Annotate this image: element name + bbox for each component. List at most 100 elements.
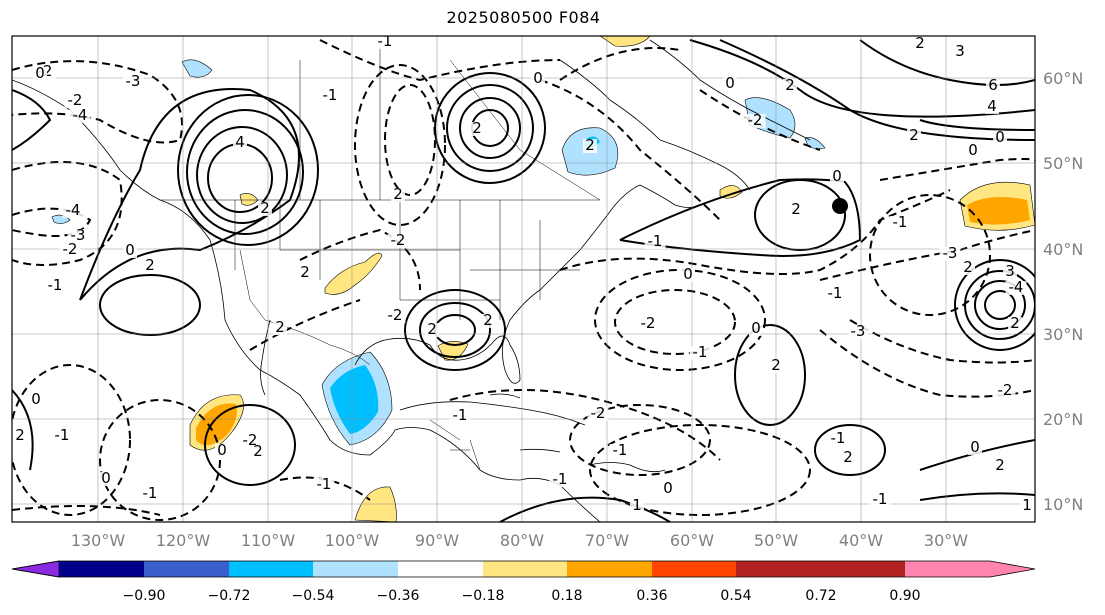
contour-label: 2	[1010, 314, 1020, 332]
longitude-labels: 130°W 120°W 110°W 100°W 90°W 80°W 70°W 6…	[71, 531, 968, 550]
contour-label: -1	[48, 276, 63, 294]
positive-anomaly-area	[354, 486, 397, 522]
contour-label-bg	[391, 188, 405, 202]
contour-label-bg	[298, 266, 312, 280]
contour-label-bg	[630, 499, 644, 513]
contour-label: 0	[832, 167, 842, 185]
colorbar-segment	[398, 561, 483, 577]
political-boundaries	[160, 40, 601, 471]
contour-label: -2	[388, 306, 403, 324]
contour-label-bg	[319, 89, 341, 103]
colorbar-segment	[313, 561, 398, 577]
contour-label: -2	[68, 91, 83, 109]
contour-label: -2	[748, 111, 763, 129]
contour-label: 6	[988, 76, 998, 94]
contour-label: 2	[393, 185, 403, 203]
contour-label-bg	[637, 317, 659, 331]
contour-label: -1	[143, 484, 158, 502]
contour-label-bg	[29, 393, 43, 407]
lon-label: 40°W	[839, 531, 883, 550]
contour-label-bg	[847, 325, 869, 339]
contour-label-bg	[374, 36, 396, 49]
lon-label: 90°W	[415, 531, 459, 550]
colorbar-segment	[736, 561, 821, 577]
lon-label: 120°W	[156, 531, 211, 550]
contour-label-bg	[583, 139, 597, 153]
contour-label-bg	[51, 429, 73, 443]
contour-label-bg	[470, 122, 484, 136]
contour-label-bg	[744, 114, 766, 128]
lon-label: 50°W	[754, 531, 798, 550]
contour-label-bg	[939, 247, 961, 261]
contour-label-bg	[961, 261, 975, 275]
contour-label-bg	[251, 445, 265, 459]
latitude-labels: 60°N 50°N 40°N 30°N 20°N 10°N	[1043, 69, 1083, 514]
contour-label-bg	[609, 444, 631, 458]
contour-label: -2	[391, 231, 406, 249]
negative-anomaly-core	[330, 365, 379, 434]
positive-anomaly-area	[239, 193, 259, 206]
colorbar-segment	[567, 561, 652, 577]
contour-label-bg	[769, 359, 783, 373]
map-frame	[11, 35, 1036, 523]
colorbar-tick-label: −0.90	[123, 588, 166, 604]
contour-label: -1	[893, 213, 908, 231]
contour-label: -1	[317, 475, 332, 493]
contour-label-bg	[69, 109, 91, 123]
contour-label: 2	[791, 200, 801, 218]
contour-label: -1	[553, 470, 568, 488]
colorbar-tick-label: −0.36	[377, 588, 420, 604]
lon-label: 100°W	[325, 531, 380, 550]
contour-label-bg	[123, 244, 137, 258]
contour-label-bg	[62, 204, 84, 218]
contour-label-bg	[913, 37, 927, 51]
contour-label: -3	[126, 72, 141, 90]
contour-label: -1	[453, 406, 468, 424]
contour-label-bg	[215, 444, 229, 458]
contour-label: 1	[632, 496, 642, 514]
contour-label-bg	[1020, 499, 1034, 513]
contour-label: 2	[915, 34, 925, 52]
contour-label-bg	[824, 287, 846, 301]
contour-label: 0	[35, 64, 45, 82]
colorbar: −0.90 −0.72 −0.54 −0.36 −0.18 0.18 0.36 …	[11, 560, 1036, 604]
contour-label-bg	[986, 79, 1000, 93]
contour-label-bg	[994, 384, 1016, 398]
contour-label: -1	[693, 343, 708, 361]
contour-label: -4	[66, 201, 81, 219]
lat-label: 50°N	[1043, 154, 1083, 173]
contour-label: -2	[243, 431, 258, 449]
contour-label-bg	[531, 72, 545, 86]
contour-label-bg	[985, 100, 999, 114]
colorbar-segment	[483, 561, 567, 577]
shaded-anomalies	[51, 36, 1035, 522]
colorbar-segment	[59, 561, 144, 577]
contour-label-bg	[122, 75, 144, 89]
colorbar-tick-label: 0.90	[889, 588, 920, 604]
contour-label: 2	[427, 320, 437, 338]
contour-label-bg	[789, 203, 803, 217]
lon-label: 110°W	[241, 531, 296, 550]
colorbar-outline	[11, 560, 1036, 578]
colorbar-segment	[821, 561, 905, 577]
location-marker	[832, 198, 848, 214]
contour-label-bg	[1003, 265, 1017, 279]
colorbar-segment	[144, 561, 229, 577]
contour-label-bg	[889, 216, 911, 230]
contour-label-bg	[1005, 281, 1027, 295]
contour-label-bg	[689, 346, 711, 360]
contour-label-bg	[33, 67, 47, 81]
contour-label: 2	[909, 126, 919, 144]
contour-label-bg	[966, 144, 980, 158]
contour-label: 0	[968, 141, 978, 159]
contour-label-bg	[968, 441, 982, 455]
contour-label-bg	[449, 409, 471, 423]
contour-label: 2	[771, 356, 781, 374]
contour-label: -3	[851, 322, 866, 340]
positive-anomaly-area	[324, 252, 383, 295]
colorbar-ticks: −0.90 −0.72 −0.54 −0.36 −0.18 0.18 0.36 …	[123, 588, 921, 604]
contour-label-bg	[830, 170, 844, 184]
contour-label-bg	[99, 472, 113, 486]
